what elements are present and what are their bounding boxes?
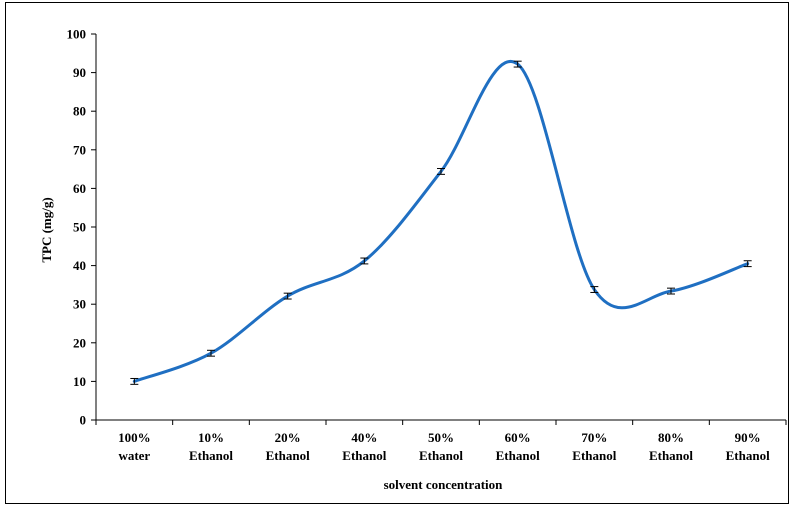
y-tick-label: 90 xyxy=(73,65,86,80)
x-tick-label: 60% xyxy=(505,430,531,445)
x-tick-label: 70% xyxy=(581,430,607,445)
error-bar xyxy=(437,167,445,175)
series-line xyxy=(132,60,750,383)
error-bar xyxy=(513,60,522,68)
error-bar xyxy=(743,260,752,268)
chart-frame: 0 10 20 30 40 50 60 70 80 90 100 100% water 10% Ethan… xyxy=(5,2,789,504)
x-tick-label: Ethanol xyxy=(496,448,540,463)
y-tick-label: 10 xyxy=(73,374,86,389)
x-tick-label: 100% xyxy=(118,430,151,445)
x-tick-label: 80% xyxy=(658,430,684,445)
series-layer xyxy=(132,60,750,383)
error-bars-layer xyxy=(130,60,752,385)
y-axis-title: TPC (mg/g) xyxy=(39,197,54,262)
y-tick-label: 40 xyxy=(73,258,86,273)
x-tick-label: 10% xyxy=(198,430,224,445)
error-bar xyxy=(590,286,599,293)
x-tick-label: 40% xyxy=(351,430,377,445)
x-tick-label: 20% xyxy=(275,430,301,445)
y-tick-label: 100 xyxy=(67,27,87,42)
y-tick-label: 60 xyxy=(73,181,86,196)
x-tick-label: water xyxy=(118,448,150,463)
error-bar xyxy=(130,377,139,385)
error-bar xyxy=(667,287,675,295)
error-bar xyxy=(360,257,369,265)
y-tick-label: 80 xyxy=(73,104,86,119)
y-tick-label: 70 xyxy=(73,142,86,157)
x-tick-label: Ethanol xyxy=(572,448,616,463)
x-tick-label: Ethanol xyxy=(342,448,386,463)
error-bar xyxy=(283,292,292,300)
x-axis: 100% water 10% Ethanol 20% Ethanol 40% Ethanol 5… xyxy=(95,419,787,463)
line-chart: 0 10 20 30 40 50 60 70 80 90 100 100% water 10% Ethan… xyxy=(39,27,787,492)
y-tick-label: 50 xyxy=(73,220,86,235)
x-tick-label: Ethanol xyxy=(649,448,693,463)
x-tick-label: Ethanol xyxy=(266,448,310,463)
x-tick-label: Ethanol xyxy=(419,448,463,463)
y-tick-label: 0 xyxy=(80,413,87,428)
y-tick-label: 20 xyxy=(73,335,86,350)
x-tick-label: 90% xyxy=(735,430,761,445)
x-tick-label: Ethanol xyxy=(189,448,233,463)
y-axis: 0 10 20 30 40 50 60 70 80 90 100 xyxy=(67,27,97,428)
x-tick-label: Ethanol xyxy=(726,448,770,463)
x-tick-label: 50% xyxy=(428,430,454,445)
y-tick-label: 30 xyxy=(73,297,86,312)
error-bar xyxy=(207,349,215,357)
x-axis-title: solvent concentration xyxy=(384,477,504,492)
